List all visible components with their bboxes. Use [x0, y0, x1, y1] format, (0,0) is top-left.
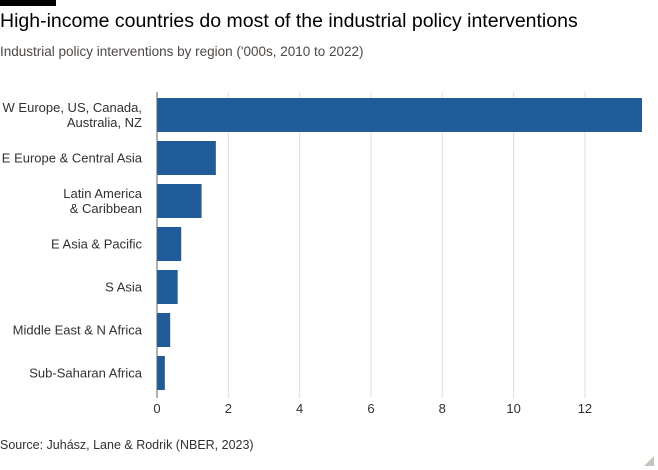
category-label-line: & Caribbean	[70, 201, 142, 216]
category-label-line: Middle East & N Africa	[13, 323, 143, 338]
category-label: E Asia & Pacific	[51, 237, 143, 252]
category-label-line: E Europe & Central Asia	[2, 151, 143, 166]
category-label-line: Sub-Saharan Africa	[29, 366, 143, 381]
category-label-line: E Asia & Pacific	[51, 237, 143, 252]
x-tick-label: 0	[153, 401, 160, 416]
source-note: Source: Juhász, Lane & Rodrik (NBER, 202…	[0, 438, 254, 452]
x-tick-label: 12	[578, 401, 592, 416]
bar	[157, 313, 171, 347]
bar	[157, 184, 202, 218]
x-tick-label: 10	[506, 401, 520, 416]
chart-title: High-income countries do most of the ind…	[0, 10, 578, 32]
x-tick-label: 6	[367, 401, 374, 416]
category-label: S Asia	[105, 280, 143, 295]
bar	[157, 227, 182, 261]
bar	[157, 141, 216, 175]
category-label: Latin America & Caribbean	[63, 186, 143, 216]
category-label-line: W Europe, US, Canada,	[3, 100, 142, 115]
bar	[157, 270, 178, 304]
category-label-line: Latin America	[63, 186, 143, 201]
category-label-line: Australia, NZ	[67, 115, 142, 130]
category-label: E Europe & Central Asia	[2, 151, 143, 166]
bar	[157, 356, 165, 390]
x-tick-label: 4	[296, 401, 303, 416]
category-label: W Europe, US, Canada, Australia, NZ	[3, 100, 143, 130]
bar	[157, 98, 642, 132]
x-tick-label: 2	[225, 401, 232, 416]
x-tick-label: 8	[439, 401, 446, 416]
brand-bar	[0, 0, 56, 6]
corner-fold-icon	[644, 456, 654, 466]
category-label: Sub-Saharan Africa	[29, 366, 143, 381]
category-label: Middle East & N Africa	[13, 323, 143, 338]
bar-chart: 0 2 4 6 8 10 12 W Europe, US, Canada, Australia,…	[2, 92, 642, 416]
category-label-line: S Asia	[105, 280, 143, 295]
chart-subtitle: Industrial policy interventions by regio…	[0, 44, 364, 59]
